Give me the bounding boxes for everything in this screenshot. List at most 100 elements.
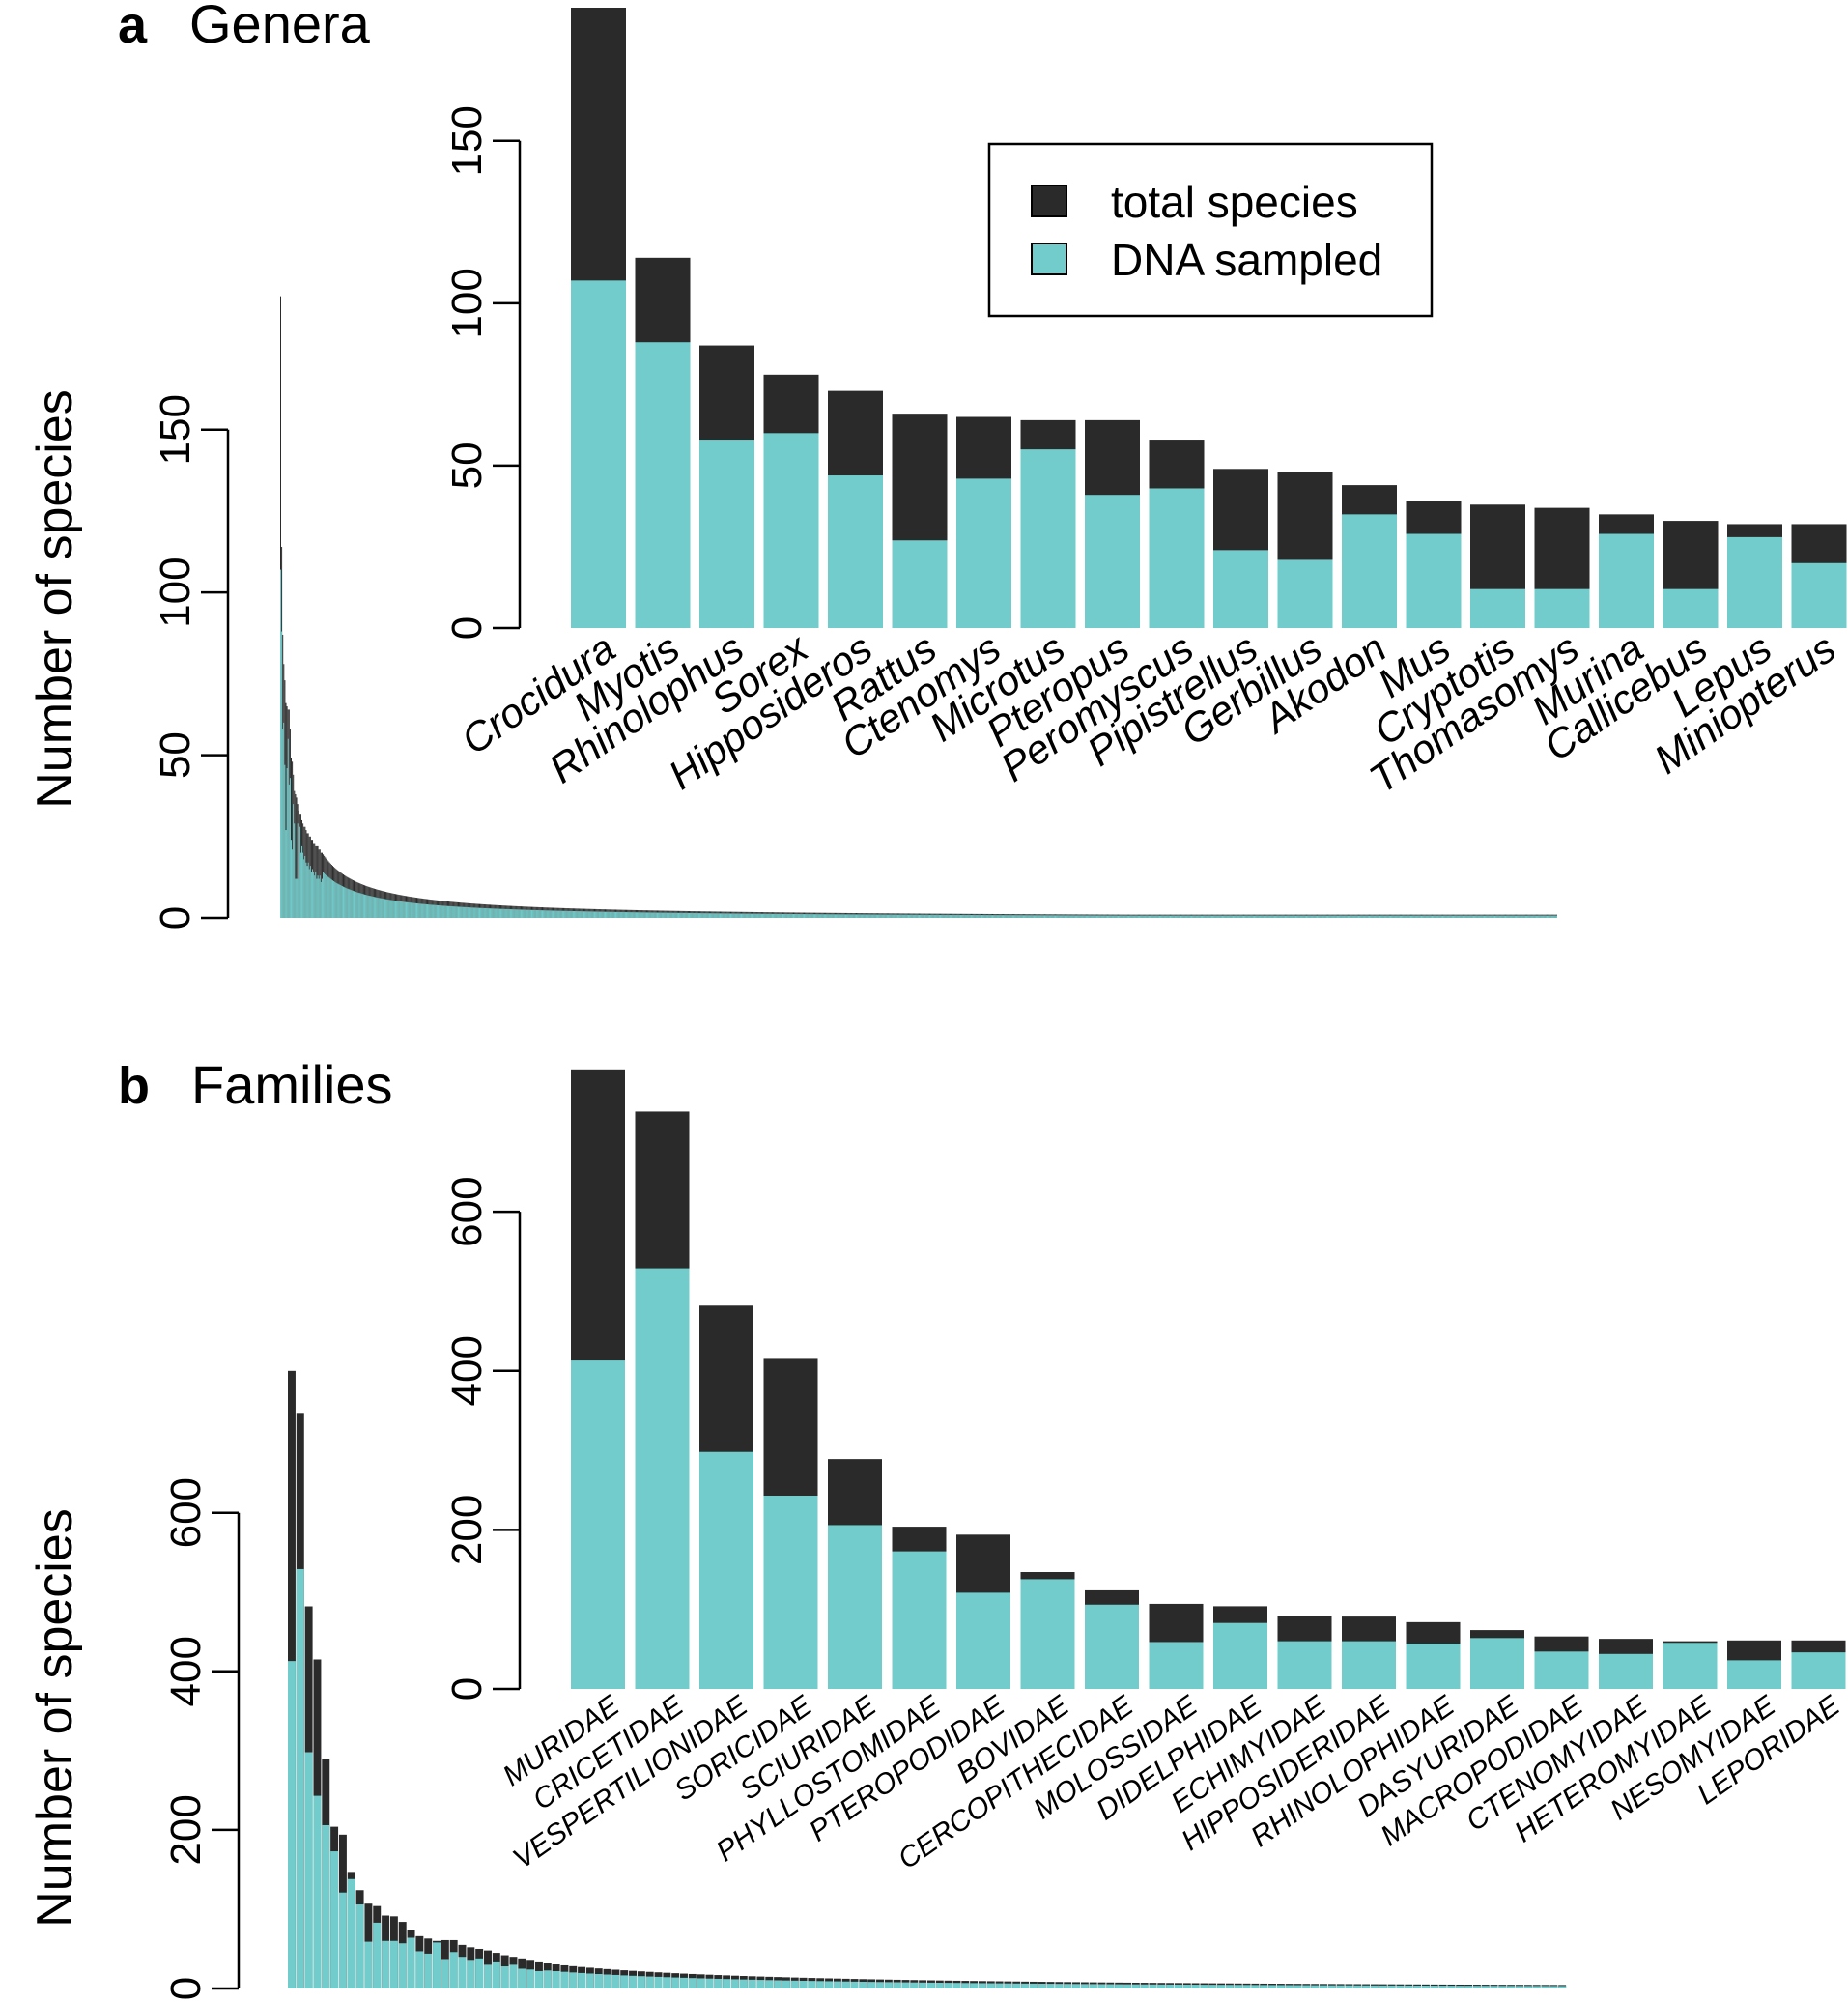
overview-bar-sampled	[674, 912, 676, 918]
overview-bar-sampled	[1375, 915, 1377, 918]
overview-bar-sampled	[1475, 915, 1477, 918]
overview-bar-sampled	[810, 914, 811, 918]
overview-bar-sampled	[436, 904, 438, 918]
overview-y-tick-label: 200	[162, 1794, 210, 1865]
overview-bar-sampled	[1255, 915, 1257, 918]
overview-bar-sampled	[630, 912, 632, 918]
overview-bar-sampled	[442, 905, 444, 918]
overview-bar-sampled	[693, 913, 695, 918]
overview-bar-sampled	[620, 911, 622, 918]
overview-bar-sampled	[1166, 915, 1168, 918]
overview-bar-sampled	[1434, 915, 1436, 918]
overview-bar-sampled	[1103, 915, 1105, 918]
overview-bar-sampled	[837, 914, 839, 918]
overview-bar-sampled	[1136, 915, 1138, 918]
overview-bar-sampled	[288, 784, 290, 918]
overview-bar-sampled	[1415, 915, 1417, 918]
overview-bar-sampled	[313, 872, 315, 918]
overview-bar-sampled	[556, 910, 558, 918]
overview-bar-sampled	[1309, 915, 1311, 918]
bar-sampled-akodon	[1342, 514, 1397, 628]
overview-bar-sampled	[545, 910, 547, 918]
overview-bar-sampled	[1507, 1986, 1516, 1988]
overview-bar-sampled	[428, 904, 430, 918]
overview-bar-sampled	[814, 914, 816, 918]
overview-bar-sampled	[906, 914, 908, 918]
overview-bar-sampled	[666, 912, 668, 918]
overview-bar-sampled	[492, 908, 494, 918]
overview-bar-sampled	[812, 914, 814, 918]
overview-bar-sampled	[1341, 915, 1343, 918]
overview-bar-sampled	[323, 872, 325, 918]
bar-sampled-rhinolophidae	[1406, 1644, 1461, 1689]
overview-bar-sampled	[1276, 915, 1278, 918]
overview-bar-sampled	[618, 911, 620, 918]
overview-bar-sampled	[1534, 915, 1536, 918]
overview-bar-sampled	[502, 908, 504, 918]
overview-bar-sampled	[901, 914, 903, 918]
overview-bar-sampled	[986, 1983, 995, 1988]
overview-bar-sampled	[1490, 1986, 1498, 1988]
overview-bar-sampled	[1015, 915, 1017, 918]
overview-bar-sampled	[1041, 915, 1043, 918]
overview-bar-sampled	[663, 912, 665, 918]
overview-bar-sampled	[730, 913, 731, 918]
overview-bar-sampled	[930, 914, 932, 918]
overview-bar-sampled	[307, 862, 309, 918]
overview-bar-sampled	[535, 909, 537, 918]
overview-bar-sampled	[359, 893, 361, 918]
overview-bar-sampled	[1382, 915, 1384, 918]
overview-bar-sampled	[385, 899, 387, 918]
overview-bar-sampled	[905, 914, 907, 918]
overview-bar-sampled	[351, 890, 353, 918]
genera-top20-chart: 050100150CrociduraMyotisRhinolophusSorex…	[443, 8, 1847, 802]
overview-bar-sampled	[1254, 915, 1256, 918]
overview-bar-sampled	[1218, 915, 1220, 918]
overview-bar-sampled	[1435, 915, 1436, 918]
overview-bar-sampled	[959, 914, 961, 918]
overview-bar-sampled	[387, 899, 389, 918]
overview-bar-sampled	[1448, 915, 1450, 918]
overview-bar-sampled	[658, 912, 660, 918]
overview-bar-sampled	[1287, 915, 1289, 918]
overview-bar-sampled	[1319, 915, 1321, 918]
overview-bar-sampled	[726, 913, 728, 918]
overview-bar-sampled	[1140, 1984, 1149, 1988]
overview-bar-sampled	[718, 913, 720, 918]
overview-bar-sampled	[654, 1976, 663, 1988]
overview-bar-sampled	[1491, 915, 1493, 918]
overview-bar-sampled	[439, 905, 441, 918]
overview-bar-sampled	[487, 908, 489, 918]
overview-bar-sampled	[1391, 915, 1393, 918]
overview-bar-sampled	[347, 1878, 355, 1988]
overview-bar-sampled	[288, 1661, 296, 1988]
overview-bar-sampled	[1399, 915, 1401, 918]
bar-sampled-dasyuridae	[1470, 1638, 1524, 1689]
overview-bar-sampled	[952, 1983, 961, 1988]
overview-bar-sampled	[1500, 915, 1502, 918]
overview-bar-sampled	[504, 908, 506, 918]
overview-bar-sampled	[755, 913, 757, 918]
overview-bar-sampled	[509, 909, 511, 918]
overview-bar-sampled	[609, 911, 611, 918]
overview-bar-sampled	[1052, 915, 1054, 918]
overview-bar-sampled	[1100, 915, 1102, 918]
overview-bar-sampled	[369, 896, 371, 918]
overview-bar-sampled	[1146, 915, 1148, 918]
overview-bar-sampled	[1071, 915, 1073, 918]
overview-bar-sampled	[432, 904, 434, 918]
overview-bar-sampled	[299, 852, 301, 918]
overview-bar-sampled	[1413, 915, 1415, 918]
overview-bar-sampled	[1322, 915, 1324, 918]
overview-bar-sampled	[829, 914, 831, 918]
overview-bar-sampled	[1496, 915, 1498, 918]
overview-bar-sampled	[1025, 915, 1027, 918]
overview-bar-sampled	[421, 903, 423, 918]
overview-bar-sampled	[922, 914, 924, 918]
overview-bar-sampled	[1227, 915, 1229, 918]
overview-bar-sampled	[826, 914, 828, 918]
overview-bar-sampled	[613, 911, 615, 918]
overview-bar-sampled	[1549, 915, 1551, 918]
overview-bar-sampled	[1535, 915, 1537, 918]
